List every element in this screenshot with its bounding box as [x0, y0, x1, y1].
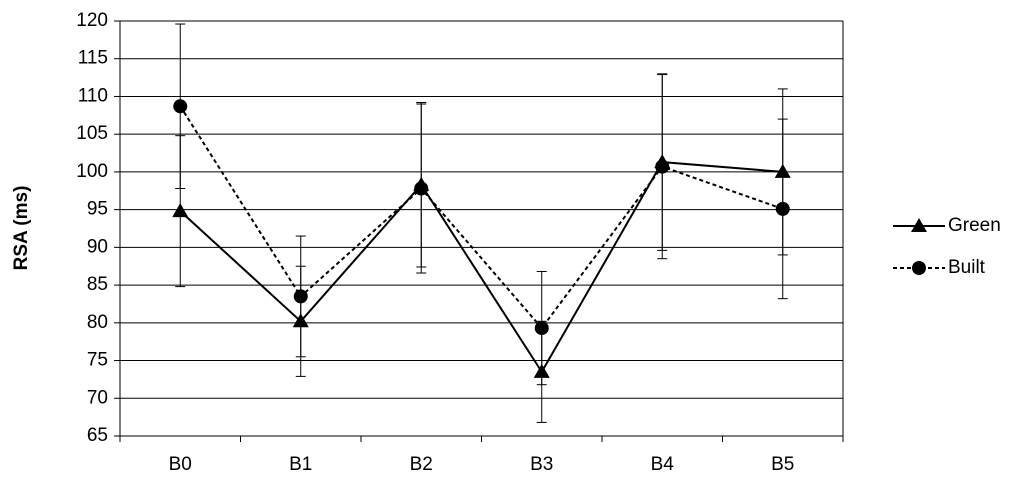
data-point: [414, 181, 429, 196]
y-tick-label: 90: [87, 236, 108, 257]
series-line: [179, 161, 783, 374]
x-tick-label: B0: [169, 454, 192, 475]
x-tick-label: B5: [771, 454, 794, 475]
y-tick-label: 75: [87, 350, 108, 371]
y-tick-label: 115: [78, 48, 108, 69]
x-tick-label: B4: [651, 454, 675, 475]
data-point: [534, 321, 549, 336]
y-tick-label: 80: [87, 312, 108, 333]
y-tick-label: 105: [76, 123, 108, 144]
x-tick-label: B1: [289, 454, 312, 475]
data-point: [173, 99, 188, 114]
y-tick-label: 110: [78, 85, 108, 106]
data-point: [172, 203, 189, 218]
data-point: [655, 159, 670, 174]
data-point: [775, 201, 790, 216]
legend-marker: [912, 261, 926, 275]
y-tick-label: 70: [87, 387, 108, 408]
x-tick-label: B3: [530, 454, 553, 475]
y-tick-label: 65: [87, 425, 108, 446]
y-tick-label: 95: [87, 199, 108, 220]
series-line: [179, 105, 784, 330]
y-axis-label: RSA (ms): [11, 186, 32, 271]
x-tick-label: B2: [410, 454, 433, 475]
y-tick-label: 100: [76, 161, 108, 182]
y-tick-label: 120: [76, 10, 108, 31]
legend-marker: [911, 218, 927, 232]
legend-label: Green: [948, 215, 1001, 236]
data-point: [293, 289, 308, 304]
y-tick-label: 85: [87, 274, 108, 295]
legend-label: Built: [948, 257, 986, 278]
